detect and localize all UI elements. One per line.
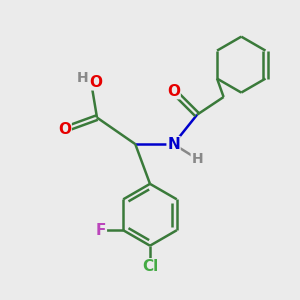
Text: O: O: [58, 122, 71, 137]
Text: O: O: [167, 84, 180, 99]
Text: F: F: [96, 223, 106, 238]
Text: H: H: [191, 152, 203, 166]
Text: N: N: [167, 136, 180, 152]
Text: Cl: Cl: [142, 259, 158, 274]
Text: O: O: [89, 75, 102, 90]
Text: H: H: [76, 71, 88, 85]
